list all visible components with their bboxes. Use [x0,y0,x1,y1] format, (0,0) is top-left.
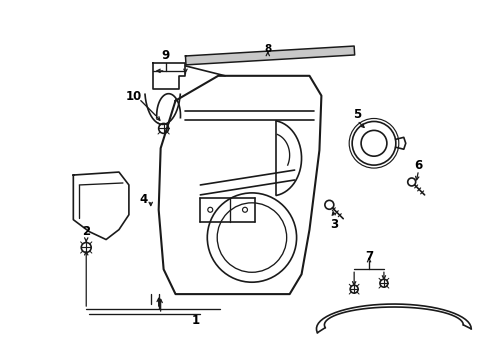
Text: 3: 3 [329,218,338,231]
Text: 5: 5 [352,108,361,121]
Text: 1: 1 [191,314,199,327]
Text: 10: 10 [125,90,142,103]
Text: 6: 6 [414,159,422,172]
Text: 2: 2 [82,225,90,238]
Text: 4: 4 [140,193,147,206]
Text: 7: 7 [364,250,372,263]
Text: 8: 8 [264,44,271,54]
Text: 9: 9 [161,49,169,63]
Polygon shape [185,46,354,65]
